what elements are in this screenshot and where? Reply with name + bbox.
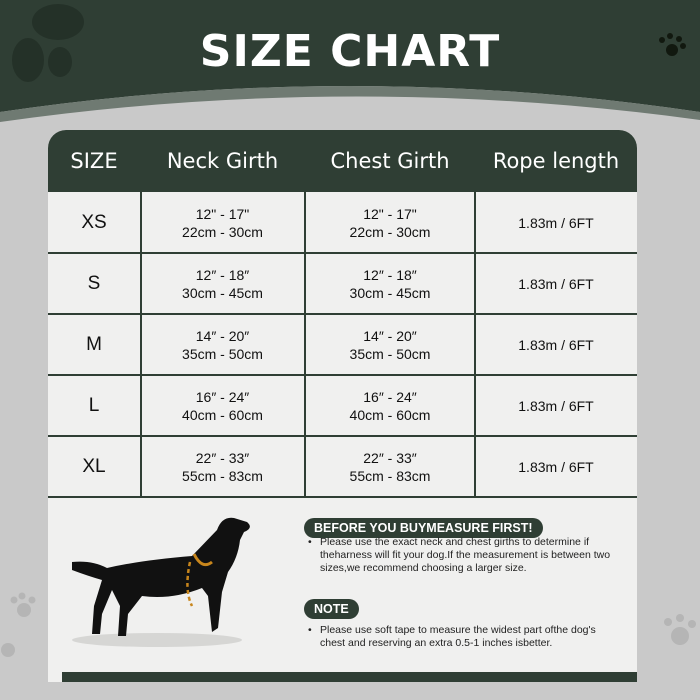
column-header: Rope length <box>475 130 637 192</box>
cell-text: 55cm - 83cm <box>182 467 263 484</box>
cell-text: 30cm - 45cm <box>349 284 431 301</box>
cell-text: 22cm - 30cm <box>182 223 263 240</box>
cell-text: 40cm - 60cm <box>182 406 263 423</box>
row-divider <box>48 496 637 498</box>
cell-text: Chest Girth <box>330 149 450 173</box>
cell-text: SIZE <box>70 149 118 173</box>
dog-illustration <box>72 517 250 647</box>
cell-text: 1.83m / 6FT <box>518 336 594 353</box>
cell-text: 40cm - 60cm <box>349 406 431 423</box>
table-cell: XL <box>48 436 140 497</box>
cell-text: L <box>88 394 100 416</box>
cell-text: 12″ - 18″ <box>195 266 250 283</box>
cell-text: Neck Girth <box>166 149 279 173</box>
table-cell: 16″ - 24″ 40cm - 60cm <box>305 375 475 436</box>
table-cell: S <box>48 253 140 314</box>
footer-bar <box>62 672 637 682</box>
cell-text: 1.83m / 6FT <box>518 214 594 231</box>
table-cell: 12" - 17" 22cm - 30cm <box>305 192 475 253</box>
table-cell: 22″ - 33″ 55cm - 83cm <box>305 436 475 497</box>
cell-text: 35cm - 50cm <box>349 345 431 362</box>
cell-text: 1.83m / 6FT <box>518 397 594 414</box>
cell-text: NOTE <box>314 602 349 616</box>
size-table: SIZE Neck Girth Chest Girth Rope length XS 12… <box>48 130 637 682</box>
table-cell: 12″ - 18″ 30cm - 45cm <box>140 253 305 314</box>
table-cell: 22″ - 33″ 55cm - 83cm <box>140 436 305 497</box>
table-cell: 14″ - 20″ 35cm - 50cm <box>305 314 475 375</box>
row-divider <box>48 374 637 376</box>
column-divider <box>304 192 306 497</box>
cell-text: 55cm - 83cm <box>349 467 431 484</box>
column-divider <box>474 192 476 497</box>
column-divider <box>140 192 142 497</box>
cell-text: 12″ - 18″ <box>363 266 417 283</box>
table-cell: 1.83m / 6FT <box>475 436 637 497</box>
cell-text: 16″ - 24″ <box>195 388 250 405</box>
cell-text: 35cm - 50cm <box>182 345 263 362</box>
cell-text: BEFORE YOU BUYMEASURE FIRST! <box>314 521 533 535</box>
table-cell: 12″ - 18″ 30cm - 45cm <box>305 253 475 314</box>
cell-text: 30cm - 45cm <box>182 284 263 301</box>
table-cell: M <box>48 314 140 375</box>
table-cell: 14″ - 20″ 35cm - 50cm <box>140 314 305 375</box>
row-divider <box>48 252 637 254</box>
row-divider <box>48 435 637 437</box>
cell-text: 1.83m / 6FT <box>518 275 594 292</box>
cell-text: XS <box>81 211 107 233</box>
note-heading: NOTE <box>304 599 359 619</box>
row-divider <box>48 313 637 315</box>
cell-text: 1.83m / 6FT <box>518 458 594 475</box>
column-header: Chest Girth <box>305 130 475 192</box>
cell-text: 16″ - 24″ <box>363 388 417 405</box>
cell-text: 22cm - 30cm <box>349 223 431 240</box>
note-text: Please use soft tape to measure the wide… <box>308 624 620 650</box>
cell-text: 14″ - 20″ <box>363 327 417 344</box>
table-cell: L <box>48 375 140 436</box>
cell-text: 12" - 17" <box>363 205 417 222</box>
table-cell: 1.83m / 6FT <box>475 192 637 253</box>
cell-text: M <box>86 333 102 355</box>
table-cell: 1.83m / 6FT <box>475 253 637 314</box>
table-cell: XS <box>48 192 140 253</box>
table-cell: 1.83m / 6FT <box>475 314 637 375</box>
table-cell: 12" - 17" 22cm - 30cm <box>140 192 305 253</box>
table-cell: 1.83m / 6FT <box>475 375 637 436</box>
cell-text: Please use soft tape to measure the wide… <box>320 624 596 649</box>
cell-text: 12" - 17" <box>195 205 250 222</box>
cell-text: S <box>87 272 101 294</box>
table-header <box>48 130 637 192</box>
cell-text: XL <box>82 455 106 477</box>
note-heading: BEFORE YOU BUYMEASURE FIRST! <box>304 518 543 538</box>
column-header: SIZE <box>48 130 140 192</box>
cell-text: Rope length <box>492 149 620 173</box>
cell-text: Please use the exact neck and chest girt… <box>320 536 611 574</box>
title: SIZE CHART <box>199 26 501 77</box>
note-text: Please use the exact neck and chest girt… <box>308 536 620 575</box>
column-header: Neck Girth <box>140 130 305 192</box>
cell-text: 22″ - 33″ <box>363 449 417 466</box>
cell-text: 22″ - 33″ <box>195 449 250 466</box>
table-cell: 16″ - 24″ 40cm - 60cm <box>140 375 305 436</box>
cell-text: 14″ - 20″ <box>195 327 250 344</box>
